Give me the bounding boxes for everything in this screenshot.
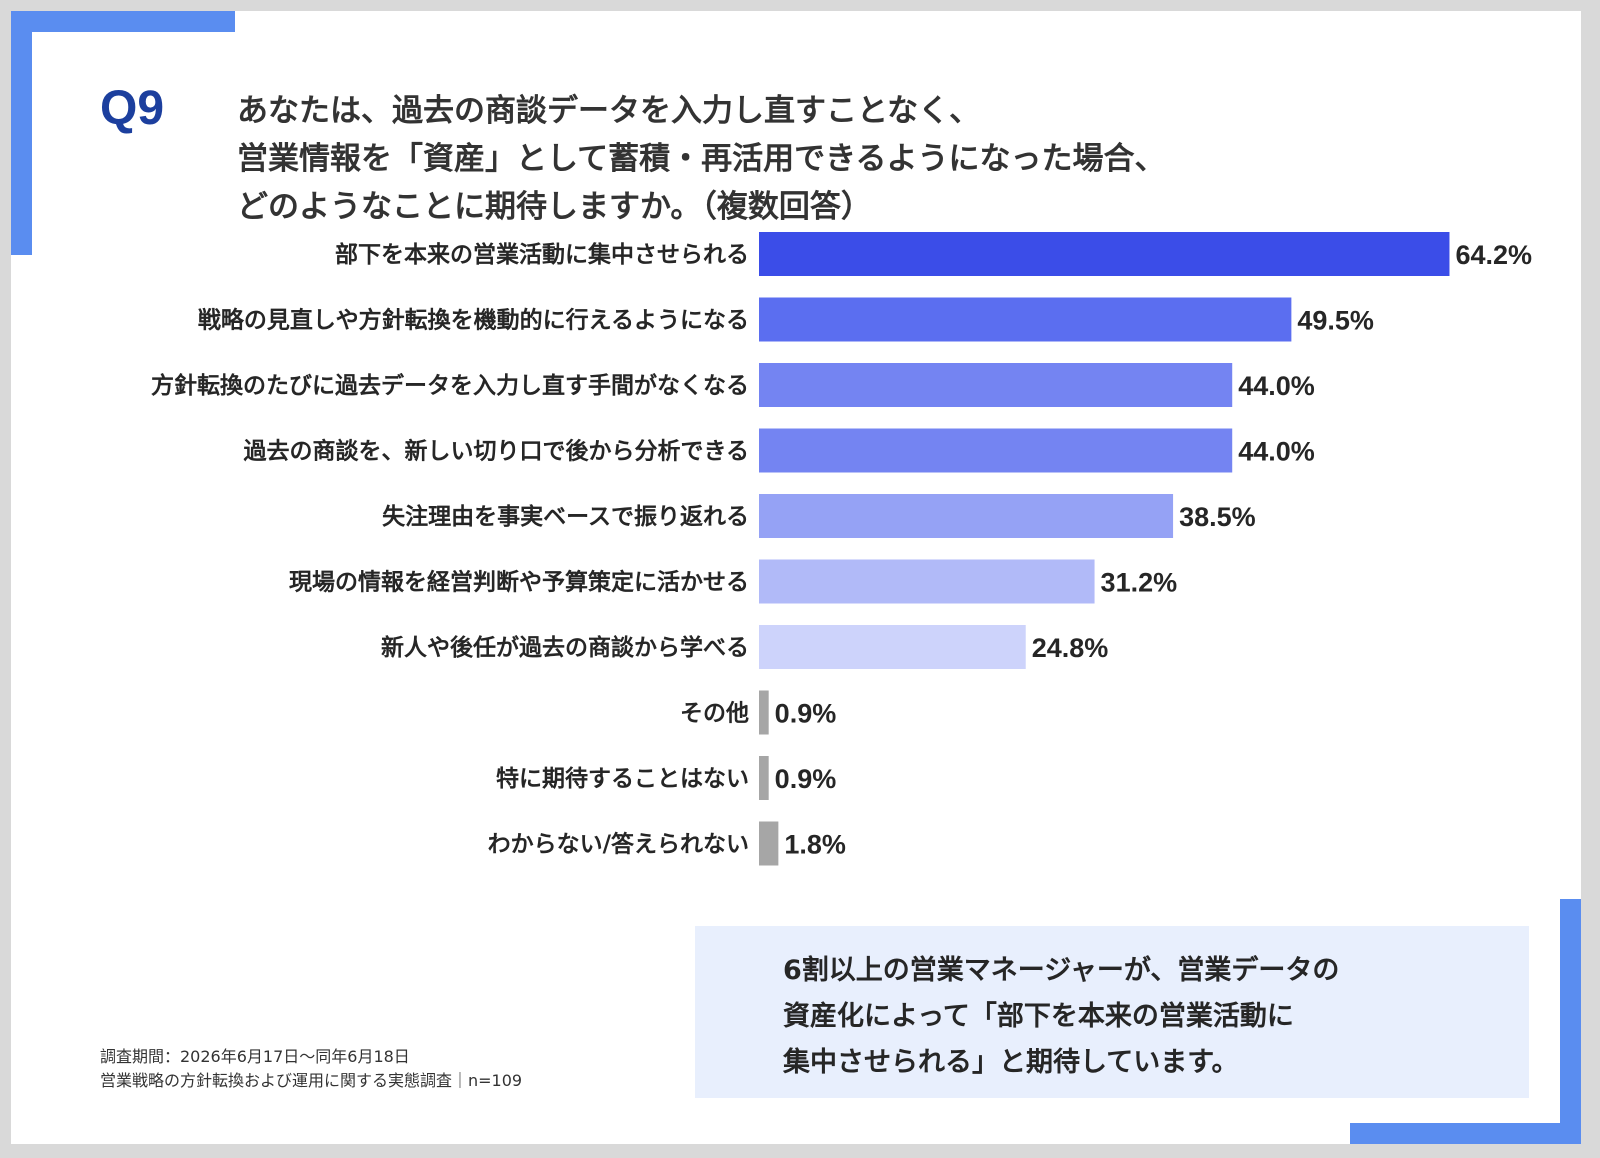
bar	[759, 821, 779, 866]
summary-callout: 6割以上の営業マネージャーが、営業データの 資産化によって「部下を本来の営業活動…	[695, 926, 1529, 1098]
corner-accent-bottom-right-vertical	[1560, 899, 1581, 1144]
summary-line: 集中させられる」と期待しています。	[783, 1047, 1239, 1078]
category-label: その他	[680, 701, 749, 727]
value-label: 49.5%	[1297, 306, 1374, 336]
value-label: 31.2%	[1101, 568, 1178, 598]
survey-footnote: 調査期間：2026年6月17日～同年6月18日 営業戦略の方針転換および運用に関…	[100, 1045, 522, 1093]
survey-period: 調査期間：2026年6月17日～同年6月18日	[100, 1047, 410, 1066]
bar	[759, 297, 1292, 342]
corner-accent-bottom-right	[1350, 1123, 1581, 1144]
bar	[759, 690, 769, 735]
question-line: 営業情報を「資産」として蓄積・再活用できるようになった場合、	[237, 141, 1166, 177]
summary-text: 6割以上の営業マネージャーが、営業データの 資産化によって「部下を本来の営業活動…	[783, 948, 1483, 1086]
bar	[759, 559, 1095, 604]
value-label: 44.0%	[1238, 371, 1315, 401]
value-label: 24.8%	[1032, 633, 1109, 663]
category-label: 方針転換のたびに過去データを入力し直す手間がなくなる	[151, 372, 749, 399]
question-number: Q9	[100, 82, 165, 135]
summary-line: 6割以上の営業マネージャーが、営業データの	[783, 955, 1340, 986]
category-label: 過去の商談を、新しい切り口で後から分析できる	[243, 438, 749, 465]
category-label: わからない/答えられない	[488, 831, 749, 858]
bar	[759, 363, 1233, 407]
category-label: 特に期待することはない	[496, 765, 749, 792]
value-label: 0.9%	[775, 699, 837, 729]
category-label: 戦略の見直しや方針転換を機動的に行えるようになる	[198, 307, 749, 334]
category-label: 現場の情報を経営判断や予算策定に活かせる	[289, 569, 749, 596]
value-label: 44.0%	[1238, 437, 1315, 467]
bar	[759, 625, 1026, 669]
category-label: 失注理由を事実ベースで振り返れる	[382, 503, 749, 530]
value-label: 0.9%	[775, 764, 837, 794]
survey-name: 営業戦略の方針転換および運用に関する実態調査｜n=109	[100, 1071, 523, 1090]
value-label: 64.2%	[1455, 240, 1532, 270]
category-label: 部下を本来の営業活動に集中させられる	[335, 241, 749, 268]
bar	[759, 494, 1174, 538]
bar	[759, 756, 769, 800]
question-line: あなたは、過去の商談データを入力し直すことなく、	[237, 93, 981, 129]
question-line: どのようなことに期待しますか。（複数回答）	[237, 189, 872, 225]
corner-accent-top-left	[11, 11, 235, 32]
corner-accent-top-left-vertical	[11, 11, 32, 255]
category-label: 新人や後任が過去の商談から学べる	[381, 634, 749, 661]
bar-chart: 部下を本来の営業活動に集中させられる 64.2% 戦略の見直しや方針転換を機動的に行…	[151, 232, 1532, 866]
value-label: 38.5%	[1179, 502, 1256, 532]
bar	[759, 428, 1233, 473]
bar	[759, 232, 1450, 276]
slide: Q9 あなたは、過去の商談データを入力し直すことなく、 営業情報を「資産」として…	[11, 11, 1581, 1144]
summary-line: 資産化によって「部下を本来の営業活動に	[783, 1001, 1294, 1032]
question-text: あなたは、過去の商談データを入力し直すことなく、 営業情報を「資産」として蓄積・…	[237, 87, 1387, 231]
value-label: 1.8%	[784, 830, 846, 860]
